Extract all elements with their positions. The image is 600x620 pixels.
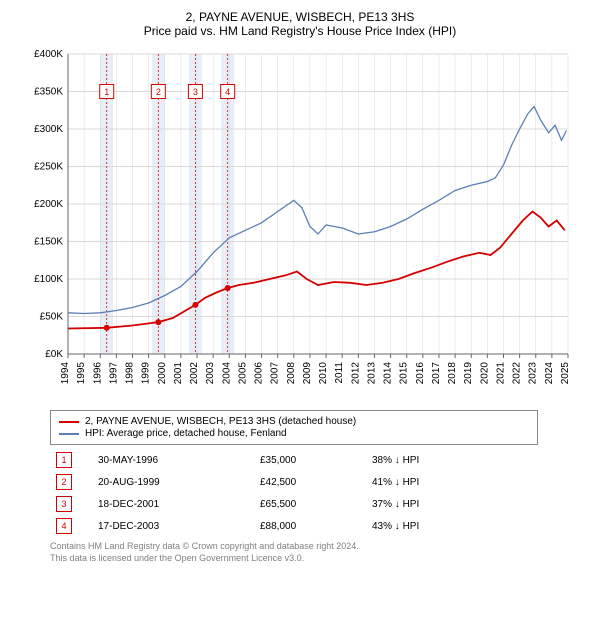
tx-marker-icon: 3 — [56, 496, 72, 512]
x-tick-label: 1999 — [141, 362, 152, 385]
x-tick-label: 2020 — [479, 362, 490, 385]
y-tick-label: £100K — [34, 274, 63, 285]
y-tick-label: £350K — [34, 87, 63, 98]
x-tick-label: 2025 — [560, 362, 571, 385]
tx-diff: 43% ↓ HPI — [366, 515, 520, 537]
legend-box: 2, PAYNE AVENUE, WISBECH, PE13 3HS (deta… — [50, 410, 538, 445]
tx-price: £35,000 — [254, 449, 366, 471]
tx-date: 18-DEC-2001 — [92, 493, 254, 515]
legend-label: 2, PAYNE AVENUE, WISBECH, PE13 3HS (deta… — [85, 416, 356, 427]
tx-diff: 37% ↓ HPI — [366, 493, 520, 515]
y-tick-label: £150K — [34, 237, 63, 248]
x-tick-label: 2017 — [431, 362, 442, 385]
x-tick-label: 2009 — [302, 362, 313, 385]
x-tick-label: 2012 — [350, 362, 361, 385]
y-tick-label: £0K — [45, 349, 63, 360]
x-tick-label: 2011 — [334, 362, 345, 384]
footer-line: Contains HM Land Registry data © Crown c… — [50, 541, 530, 553]
x-tick-label: 2010 — [318, 362, 329, 385]
x-tick-label: 1997 — [108, 362, 119, 385]
x-tick-label: 2015 — [399, 362, 410, 385]
transaction-row: 3 18-DEC-2001£65,50037% ↓ HPI — [50, 493, 520, 515]
y-tick-label: £300K — [34, 124, 63, 135]
attribution-footer: Contains HM Land Registry data © Crown c… — [50, 541, 530, 564]
chart-marker-label: 1 — [104, 87, 109, 97]
page-subtitle: Price paid vs. HM Land Registry's House … — [10, 24, 590, 38]
price-marker-dot — [192, 302, 198, 308]
page-title: 2, PAYNE AVENUE, WISBECH, PE13 3HS — [10, 10, 590, 24]
down-arrow-icon: ↓ — [395, 477, 400, 488]
legend-label: HPI: Average price, detached house, Fenl… — [85, 428, 287, 439]
y-tick-label: £50K — [40, 312, 64, 323]
price-marker-dot — [104, 325, 110, 331]
x-tick-label: 2023 — [528, 362, 539, 385]
footer-line: This data is licensed under the Open Gov… — [50, 553, 530, 565]
y-tick-label: £250K — [34, 162, 63, 173]
chart-marker-label: 3 — [193, 87, 198, 97]
price-chart: £0K £50K £100K £150K £200K £250K £300K £350K £40… — [20, 44, 580, 404]
x-tick-label: 2004 — [221, 362, 232, 385]
x-tick-label: 1994 — [60, 362, 71, 385]
tx-date: 17-DEC-2003 — [92, 515, 254, 537]
chart-marker-label: 2 — [156, 87, 161, 97]
x-tick-label: 2000 — [157, 362, 168, 385]
tx-price: £65,500 — [254, 493, 366, 515]
legend-swatch — [59, 421, 79, 423]
price-marker-dot — [155, 319, 161, 325]
down-arrow-icon: ↓ — [395, 455, 400, 466]
tx-marker-icon: 2 — [56, 474, 72, 490]
transaction-row: 2 20-AUG-1999£42,50041% ↓ HPI — [50, 471, 520, 493]
tx-marker-icon: 1 — [56, 452, 72, 468]
x-tick-label: 1995 — [76, 362, 87, 385]
tx-date: 30-MAY-1996 — [92, 449, 254, 471]
x-tick-label: 1998 — [125, 362, 136, 385]
legend-swatch — [59, 433, 79, 435]
x-tick-label: 2018 — [447, 362, 458, 385]
transactions-table: 1 30-MAY-1996£35,00038% ↓ HPI 2 20-AUG-1999… — [50, 449, 520, 537]
x-tick-label: 2024 — [544, 362, 555, 385]
x-tick-label: 2001 — [173, 362, 184, 385]
tx-date: 20-AUG-1999 — [92, 471, 254, 493]
x-tick-label: 2014 — [383, 362, 394, 385]
x-tick-label: 2022 — [512, 362, 523, 385]
x-tick-label: 2005 — [237, 362, 248, 385]
price-marker-dot — [225, 285, 231, 291]
x-tick-label: 2008 — [286, 362, 297, 385]
x-tick-label: 2013 — [366, 362, 377, 385]
legend-item: HPI: Average price, detached house, Fenl… — [59, 428, 529, 439]
x-tick-label: 2007 — [270, 362, 281, 385]
tx-marker-icon: 4 — [56, 518, 72, 534]
tx-price: £42,500 — [254, 471, 366, 493]
down-arrow-icon: ↓ — [395, 521, 400, 532]
legend-item: 2, PAYNE AVENUE, WISBECH, PE13 3HS (deta… — [59, 416, 529, 427]
x-tick-label: 2021 — [495, 362, 506, 385]
chart-container: £0K £50K £100K £150K £200K £250K £300K £350K £40… — [20, 44, 580, 404]
x-tick-label: 2006 — [254, 362, 265, 385]
x-tick-label: 2019 — [463, 362, 474, 385]
down-arrow-icon: ↓ — [395, 499, 400, 510]
transaction-row: 1 30-MAY-1996£35,00038% ↓ HPI — [50, 449, 520, 471]
tx-diff: 41% ↓ HPI — [366, 471, 520, 493]
x-tick-label: 2016 — [415, 362, 426, 385]
x-tick-label: 2002 — [189, 362, 200, 385]
tx-diff: 38% ↓ HPI — [366, 449, 520, 471]
x-tick-label: 2003 — [205, 362, 216, 385]
transaction-row: 4 17-DEC-2003£88,00043% ↓ HPI — [50, 515, 520, 537]
chart-marker-label: 4 — [225, 87, 230, 97]
y-tick-label: £400K — [34, 49, 63, 60]
tx-price: £88,000 — [254, 515, 366, 537]
y-tick-label: £200K — [34, 199, 63, 210]
x-tick-label: 1996 — [92, 362, 103, 385]
